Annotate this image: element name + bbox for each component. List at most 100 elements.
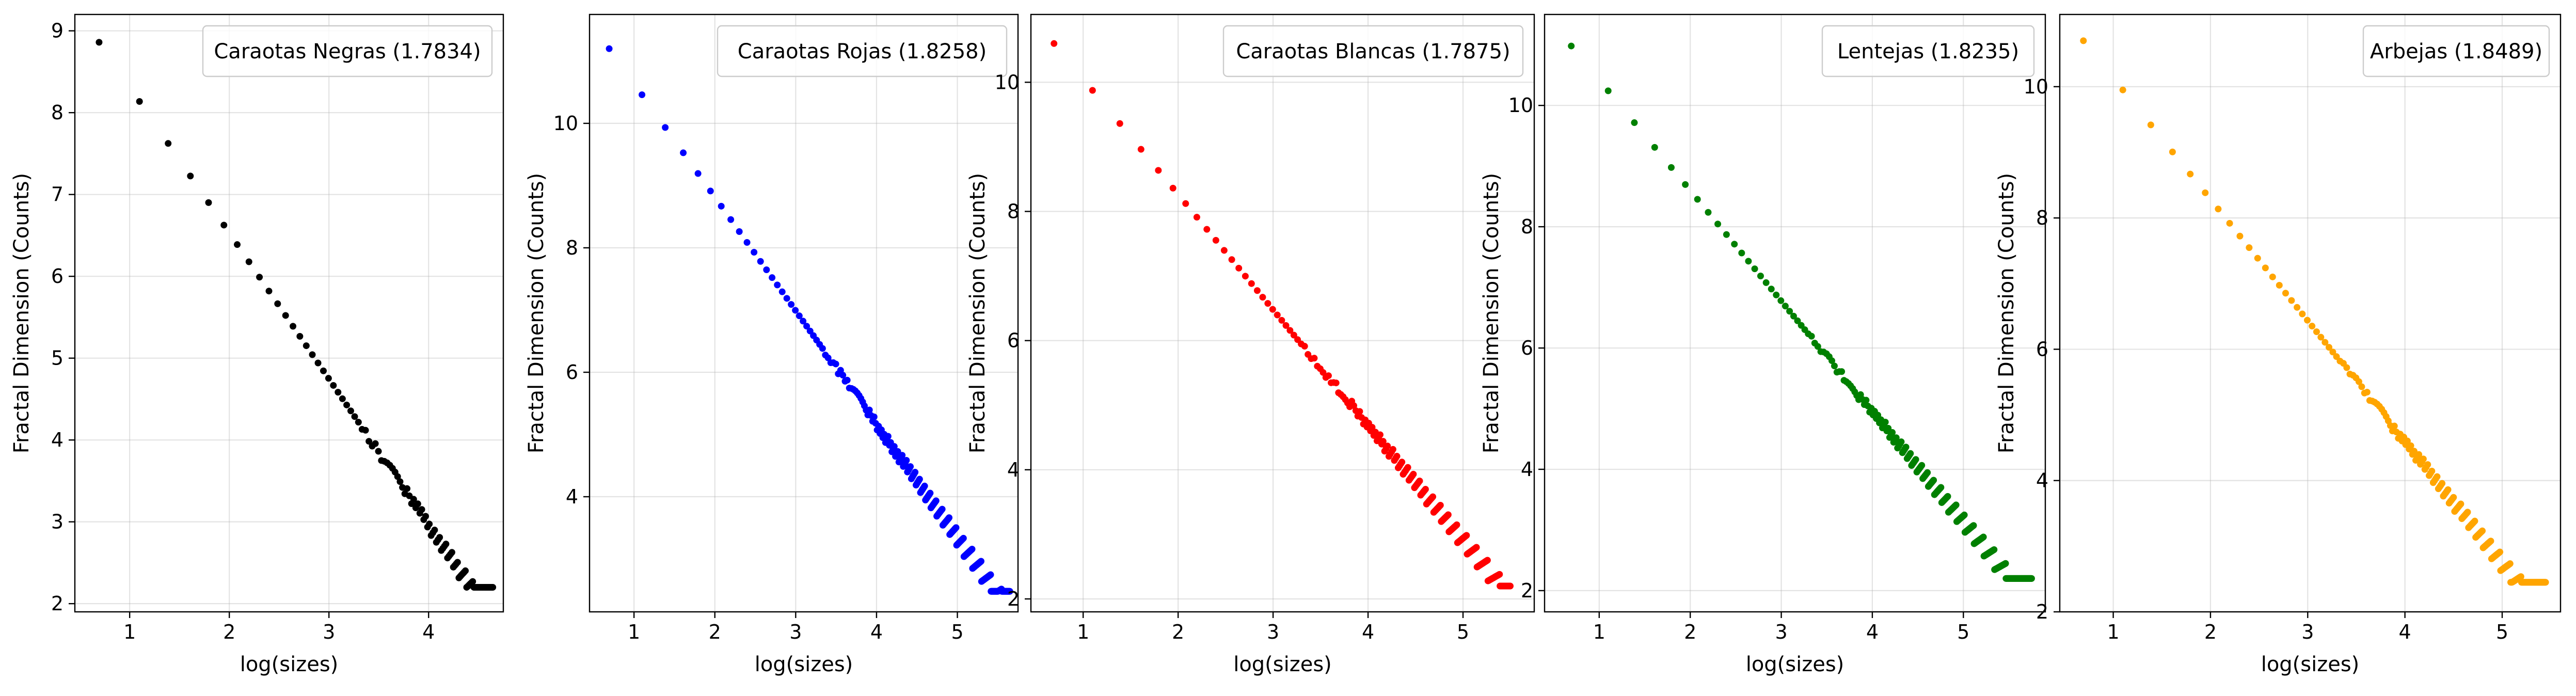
data-point: [743, 239, 751, 246]
data-point: [751, 249, 758, 256]
data-point: [2471, 517, 2478, 525]
data-point: [1782, 303, 1789, 310]
data-point: [894, 448, 901, 455]
legend-entry: Lentejas (1.8235): [1837, 40, 2019, 64]
data-point: [792, 307, 799, 314]
plot-frame: [1030, 13, 1535, 613]
data-point: [2479, 527, 2486, 534]
y-tick-label: 4: [566, 485, 578, 508]
data-point: [1714, 220, 1722, 228]
y-tick-label: 6: [1007, 329, 1020, 352]
legend-entry: Caraotas Negras (1.7834): [214, 40, 481, 64]
y-tick-label: 4: [1007, 458, 1020, 481]
data-point: [903, 457, 910, 464]
data-point: [1751, 265, 1758, 273]
data-point: [2147, 121, 2154, 129]
x-tick-label: 1: [628, 621, 640, 643]
data-point: [351, 413, 358, 420]
data-point: [245, 258, 252, 265]
legend: Caraotas Blancas (1.7875): [1222, 25, 1524, 77]
data-point: [1786, 308, 1793, 315]
data-point: [1667, 164, 1675, 171]
data-point: [1137, 146, 1144, 153]
y-tick-label: 4: [1521, 458, 1533, 481]
x-axis-label: log(sizes): [755, 653, 853, 676]
data-point: [2355, 378, 2362, 385]
data-point: [274, 300, 281, 307]
data-point: [462, 567, 469, 574]
data-point: [2303, 317, 2311, 324]
legend-box: [1222, 25, 1524, 77]
data-point: [2424, 461, 2431, 468]
data-point: [1422, 485, 1429, 493]
data-point: [365, 438, 373, 445]
data-point: [426, 520, 433, 528]
data-point: [1808, 333, 1815, 340]
y-axis-label: Fractal Dimension (Counts): [1995, 173, 2018, 453]
data-point: [1682, 181, 1689, 188]
x-tick-label: 1: [1077, 621, 1089, 643]
data-point: [718, 202, 725, 210]
legend-box: [1821, 25, 2035, 77]
y-tick-label: 2: [51, 592, 63, 615]
data-point: [2404, 437, 2411, 445]
data-point: [234, 241, 241, 248]
data-point: [2028, 575, 2035, 582]
x-tick-label: 1: [2107, 621, 2119, 643]
data-point: [2542, 579, 2549, 586]
x-tick-label: 3: [1775, 621, 1787, 643]
data-point: [1757, 272, 1764, 279]
data-point: [1116, 120, 1123, 127]
data-point: [1970, 522, 1977, 529]
data-point: [1828, 357, 1835, 365]
data-point: [783, 295, 790, 302]
data-point: [1723, 231, 1730, 238]
data-point: [290, 323, 297, 330]
data-point: [2317, 334, 2325, 341]
x-tick-label: 5: [2496, 621, 2508, 643]
x-tick-label: 3: [2301, 621, 2314, 643]
x-tick-label: 4: [422, 621, 435, 643]
y-tick-label: 8: [1007, 200, 1020, 223]
data-point: [436, 534, 443, 541]
data-point: [2434, 473, 2441, 480]
legend-entry: Arbejas (1.8489): [2370, 40, 2542, 64]
data-point: [1235, 264, 1243, 272]
data-point: [205, 199, 212, 206]
y-axis-label: Fractal Dimension (Counts): [524, 173, 548, 453]
data-point: [946, 514, 953, 521]
data-point: [2517, 573, 2524, 580]
data-point: [1264, 300, 1271, 307]
data-point: [296, 333, 304, 340]
data-point: [774, 281, 781, 289]
chart-panel-4: 1 2 3 4 5 2 4 6 8 10 log(sizes) Fractal Dimension (…: [1480, 13, 2046, 676]
legend-box: [2362, 25, 2550, 77]
data-point: [1369, 424, 1376, 431]
data-point: [372, 440, 379, 447]
data-point: [1379, 438, 1387, 445]
y-tick-label: 8: [1521, 215, 1533, 238]
data-point: [2321, 339, 2329, 346]
data-point: [803, 323, 810, 330]
data-point: [2391, 422, 2398, 430]
x-tick-label: 2: [2204, 621, 2217, 643]
data-point: [2254, 255, 2261, 262]
data-point: [1290, 331, 1297, 339]
data-point: [1777, 297, 1785, 304]
data-point: [396, 478, 404, 485]
data-point: [1410, 470, 1417, 478]
data-point: [414, 500, 421, 508]
data-point: [1220, 247, 1228, 254]
data-point: [736, 228, 743, 235]
data-point: [1912, 456, 1919, 463]
data-point: [2202, 189, 2209, 196]
data-point: [987, 571, 994, 578]
y-axis-label: Fractal Dimension (Counts): [1480, 173, 1503, 453]
data-point: [707, 187, 714, 195]
y-tick-label: 2: [1521, 579, 1533, 602]
data-point: [1242, 273, 1249, 280]
data-point: [1893, 434, 1900, 441]
data-point: [2119, 86, 2126, 93]
data-point: [1506, 582, 1514, 590]
data-point: [1902, 444, 1910, 451]
